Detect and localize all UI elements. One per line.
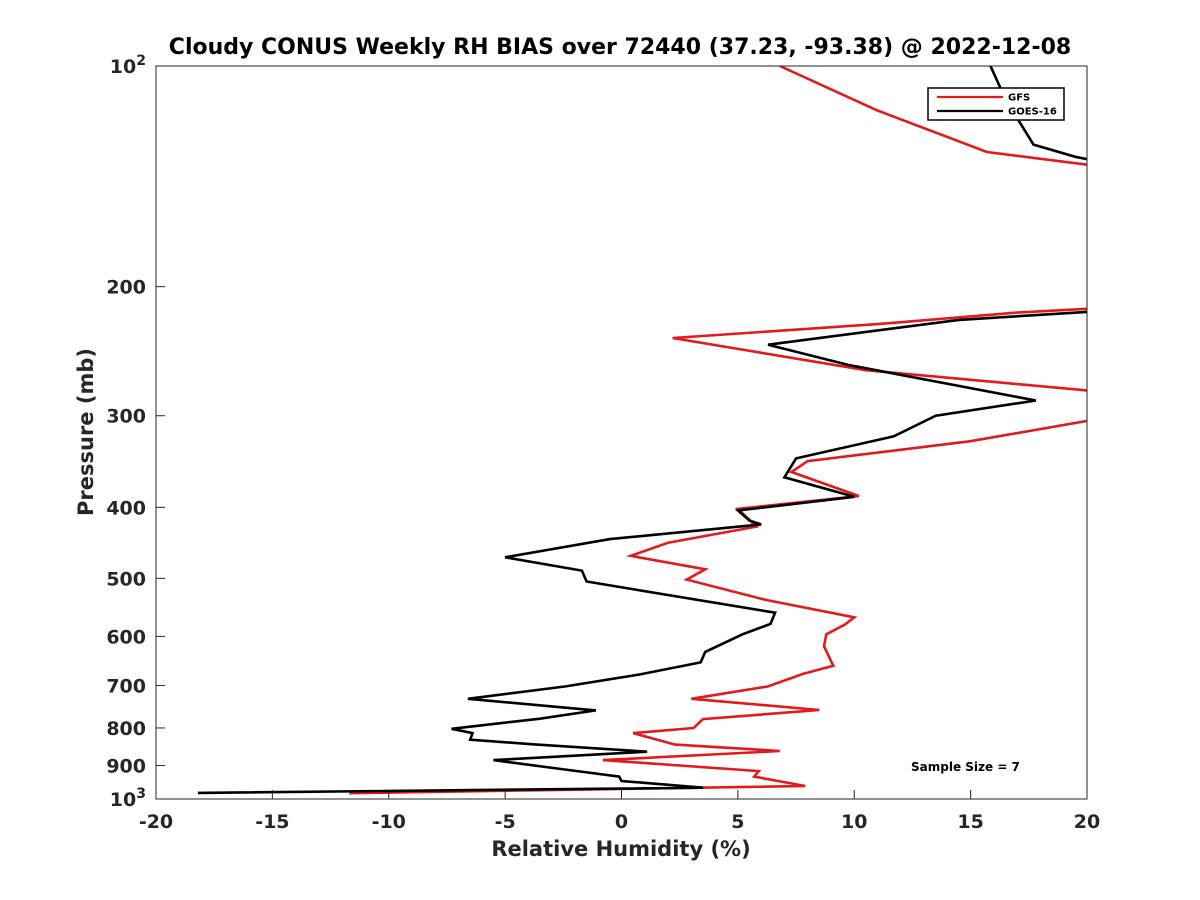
y-tick-label: 800 [106,718,146,740]
legend-box [927,87,1065,121]
y-tick-label: 102 [110,53,146,78]
goes-16-line [197,66,1087,795]
y-tick-label: 600 [106,626,146,648]
y-axis: 102 200 300 400 500 600 700 800 900 103 [106,53,165,811]
y-axis-label: Pressure (mb) [74,348,98,516]
legend-label-goes-16: GOES-16 [1008,107,1057,118]
y-tick-label: 200 [106,277,146,299]
y-tick-label: 300 [106,406,146,428]
legend: GFS GOES-16 [927,87,1065,121]
chart-title: Cloudy CONUS Weekly RH BIAS over 72440 (… [169,35,1071,60]
x-tick-label: 0 [615,811,628,833]
series-layer [197,66,1087,795]
y-tick-label: 700 [106,675,146,697]
x-tick-label: -20 [139,811,173,833]
x-tick-label: 20 [1074,811,1100,833]
y-tick-label: 900 [106,755,146,777]
x-tick-label: -10 [372,811,406,833]
gfs-line [349,66,1087,795]
x-tick-label: -5 [495,811,516,833]
x-tick-label: -15 [255,811,289,833]
x-tick-label: 10 [841,811,867,833]
y-tick-label: 103 [110,786,146,811]
x-tick-label: 5 [731,811,744,833]
sample-size-annotation: Sample Size = 7 [911,760,1020,774]
x-tick-label: 15 [957,811,983,833]
y-tick-label: 500 [106,568,146,590]
x-axis-label: Relative Humidity (%) [491,837,750,861]
legend-label-gfs: GFS [1008,93,1030,104]
y-tick-label: 400 [106,497,146,519]
x-axis: -20 -15 -10 -5 0 5 10 15 20 [139,790,1100,833]
